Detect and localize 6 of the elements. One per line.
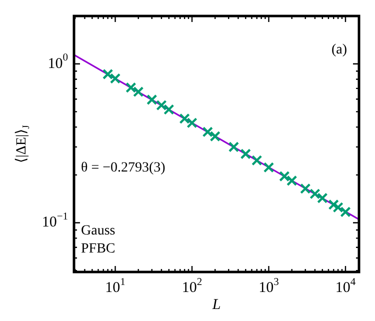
annotation: θ = −0.2793(3) bbox=[81, 160, 166, 176]
y-axis-title: ⟨|ΔE|⟩J bbox=[14, 124, 32, 163]
annotation: PFBC bbox=[81, 242, 116, 257]
x-axis-title: L bbox=[211, 296, 221, 313]
annotation: Gauss bbox=[81, 224, 116, 239]
annotation: (a) bbox=[331, 42, 348, 58]
